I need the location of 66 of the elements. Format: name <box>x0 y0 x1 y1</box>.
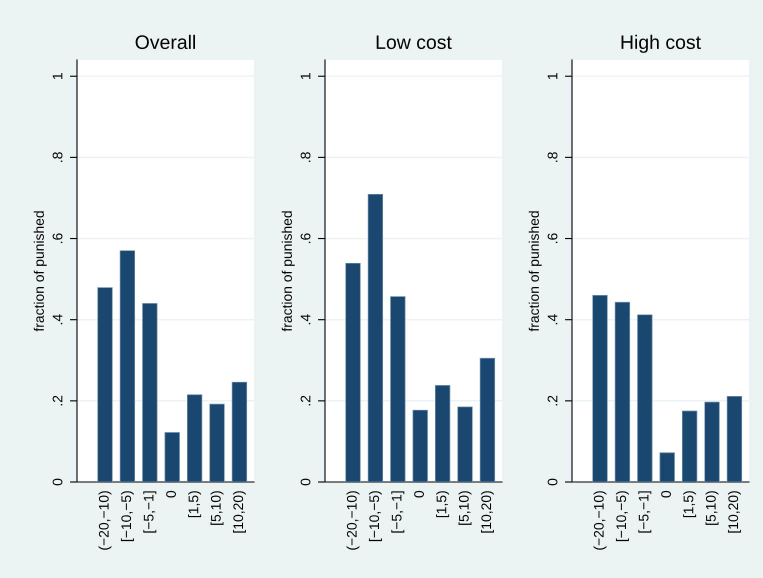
x-tick-label: [5,10) <box>458 491 472 525</box>
bar <box>412 410 428 482</box>
x-tick-label: [1,5) <box>436 491 450 518</box>
bar <box>726 396 742 482</box>
x-tick-label: 0 <box>414 490 424 498</box>
y-axis-title: fraction of punished <box>34 211 47 332</box>
x-tick-label: [−10,−5) <box>368 491 382 542</box>
y-tick-label: 0 <box>52 478 62 486</box>
x-tick-label: [10,20) <box>728 491 741 533</box>
x-tick-label: 0 <box>166 490 176 498</box>
y-tick-label: .4 <box>300 314 310 324</box>
bar <box>660 452 675 482</box>
bar <box>164 432 180 482</box>
y-tick-label: .6 <box>548 233 558 244</box>
bar <box>209 404 225 482</box>
bar <box>390 296 406 482</box>
bar <box>457 406 473 482</box>
x-tick-label: [5,10) <box>210 491 224 525</box>
y-tick-label: .8 <box>300 152 310 162</box>
y-tick-label: .8 <box>52 152 62 162</box>
y-tick-label: .4 <box>548 314 558 324</box>
y-tick-label: 1 <box>52 73 62 80</box>
x-tick-label: [10,20) <box>480 491 494 533</box>
y-tick-label: .4 <box>52 314 62 324</box>
bar <box>186 394 202 482</box>
x-tick-label: [1,5) <box>683 491 696 518</box>
y-tick-label: 1 <box>300 73 310 80</box>
bar <box>592 294 608 482</box>
x-tick-label: (−20,−10) <box>98 491 112 550</box>
x-tick-label: [−10,−5) <box>616 491 629 542</box>
x-tick-label: [−5,−1] <box>638 491 652 533</box>
y-tick-label: .2 <box>300 396 310 406</box>
bar <box>345 262 361 482</box>
chart-title: Low cost <box>376 36 452 50</box>
bar <box>142 303 158 482</box>
x-tick-label: [−10,−5) <box>120 491 134 542</box>
y-tick-label: 0 <box>300 478 310 486</box>
x-tick-label: [10,20) <box>232 491 246 533</box>
bar <box>97 287 113 482</box>
y-axis-title: fraction of punished <box>528 211 542 332</box>
bar <box>232 382 248 482</box>
x-tick-label: [−5,−1] <box>391 491 404 533</box>
y-tick-label: .6 <box>300 233 310 244</box>
y-tick-label: .2 <box>548 396 558 406</box>
bar <box>434 385 450 482</box>
y-tick-label: .2 <box>52 396 62 406</box>
bar <box>614 302 630 482</box>
x-tick-label: [1,5) <box>188 491 202 518</box>
x-tick-label: (−20,−10) <box>594 491 606 550</box>
bar <box>704 402 720 482</box>
y-tick-label: 0 <box>548 478 558 486</box>
x-tick-label: 0 <box>661 490 671 498</box>
x-tick-label: [−5,−1] <box>143 491 156 533</box>
bar <box>368 194 384 482</box>
x-tick-label: [5,10) <box>706 491 719 525</box>
y-tick-label: 1 <box>548 73 558 80</box>
y-axis-title: fraction of punished <box>282 211 295 332</box>
bar <box>637 314 652 482</box>
bar <box>480 358 496 482</box>
bar <box>120 250 136 482</box>
chart-title: High cost <box>622 34 701 53</box>
x-tick-label: (−20,−10) <box>346 491 360 550</box>
chart-title: Overall <box>136 34 195 50</box>
y-tick-label: .6 <box>52 233 62 244</box>
bar <box>682 410 698 482</box>
y-tick-label: .8 <box>548 152 558 162</box>
